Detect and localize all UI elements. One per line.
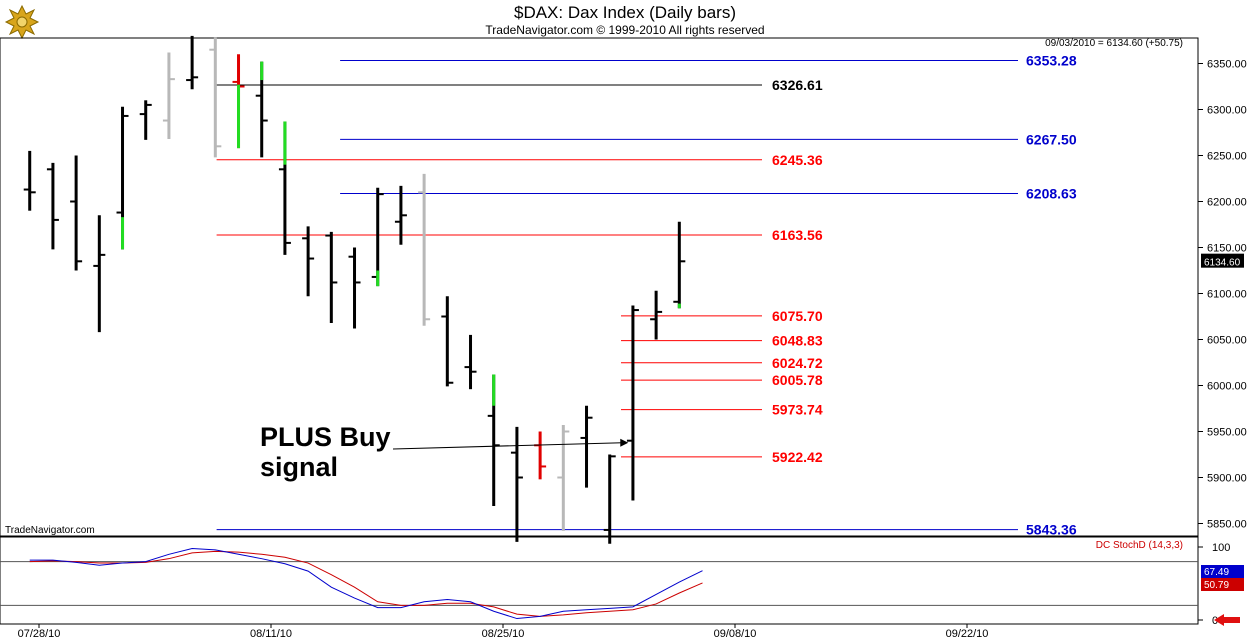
level-label: 6075.70: [772, 308, 823, 324]
stochastic-panel: 0 100 DC StochD (14,3,3) 67.49 50.79: [0, 540, 1244, 627]
annotation-line-1: PLUS Buy: [260, 422, 391, 452]
ohlc-bar: [441, 296, 454, 387]
ohlc-bar: [93, 215, 106, 333]
stoch-tick-label: 0: [1212, 615, 1218, 627]
level-label: 6245.36: [772, 152, 823, 168]
ohlc-bar: [46, 162, 59, 250]
ohlc-bar: [394, 185, 407, 245]
ohlc-bar: [186, 35, 199, 90]
price-y-axis: 5850.00 5900.00 5950.00 6000.00 6050.00 6100.…: [1198, 59, 1247, 531]
y-tick-label: 5850.00: [1207, 519, 1247, 531]
ohlc-bar: [232, 54, 245, 149]
stoch-d-value-tag: 50.79: [1201, 578, 1244, 591]
ohlc-bar: [487, 374, 500, 507]
y-tick-label: 6150.00: [1207, 243, 1247, 255]
stoch-name: DC StochD (14,3,3): [1096, 540, 1183, 551]
last-quote: 09/03/2010 = 6134.60 (+50.75): [1045, 38, 1183, 49]
current-price-tag: 6134.60: [1201, 253, 1244, 269]
level-label: 6048.83: [772, 333, 823, 349]
level-label: 6024.72: [772, 355, 823, 371]
ohlc-bar: [464, 334, 477, 390]
y-tick-label: 5900.00: [1207, 473, 1247, 485]
stoch-k-value-tag: 67.49: [1201, 565, 1244, 578]
x-tick-label: 07/28/10: [18, 628, 61, 640]
ohlc-bar: [626, 305, 639, 501]
stoch-k-line: [29, 547, 703, 620]
ohlc-bar: [650, 290, 663, 340]
annotation-arrow: [392, 442, 623, 450]
ohlc-bar: [371, 187, 384, 287]
y-tick-label: 6300.00: [1207, 105, 1247, 117]
y-tick-label: 6000.00: [1207, 381, 1247, 393]
watermark: TradeNavigator.com: [5, 525, 95, 536]
price-bars: [23, 35, 686, 544]
logo-icon: [4, 4, 40, 40]
x-tick-label: 09/22/10: [946, 628, 989, 640]
annotation-arrowhead: [620, 438, 629, 447]
stoch-d-value: 50.79: [1204, 580, 1229, 591]
ohlc-bar: [302, 226, 315, 297]
chart-subtitle: TradeNavigator.com © 1999-2010 All right…: [485, 23, 764, 37]
ohlc-bar: [418, 173, 431, 326]
level-label: 6163.56: [772, 227, 823, 243]
buy-signal-annotation: PLUS Buy signal: [260, 422, 629, 482]
ohlc-bar: [139, 100, 152, 140]
stoch-tick-label: 100: [1212, 542, 1230, 554]
level-label: 5922.42: [772, 449, 823, 465]
level-label: 5973.74: [772, 402, 823, 418]
y-tick-label: 6200.00: [1207, 197, 1247, 209]
ohlc-bar: [325, 231, 338, 323]
date-x-axis: 07/28/10 08/11/10 08/25/10 09/08/10 09/22/10: [18, 624, 989, 640]
stoch-panel-frame: [0, 536, 1199, 625]
y-tick-label: 6350.00: [1207, 59, 1247, 71]
x-tick-label: 09/08/10: [714, 628, 757, 640]
annotation-line-2: signal: [260, 452, 338, 482]
ohlc-bar: [23, 150, 36, 211]
ohlc-bar: [70, 155, 83, 271]
level-label: 6353.28: [1026, 52, 1077, 68]
price-panel-frame: [0, 37, 1199, 537]
ohlc-bar: [162, 52, 175, 139]
ohlc-bar: [255, 61, 268, 158]
y-tick-label: 6050.00: [1207, 335, 1247, 347]
x-tick-label: 08/11/10: [250, 628, 292, 640]
level-label: 6326.61: [772, 77, 823, 93]
stoch-k-value: 67.49: [1204, 567, 1229, 578]
ohlc-bar: [673, 221, 686, 309]
ohlc-bar: [278, 121, 291, 255]
current-price-label: 6134.60: [1204, 258, 1241, 269]
ohlc-bar: [580, 405, 593, 488]
level-label: 5843.36: [1026, 522, 1077, 538]
y-tick-label: 6250.00: [1207, 151, 1247, 163]
ohlc-bar: [348, 247, 361, 329]
ohlc-bar: [603, 454, 616, 544]
support-resistance-levels: 6353.28 6326.61 6267.50 6245.36 6208.63 6163.…: [216, 52, 1077, 538]
level-label: 6267.50: [1026, 131, 1077, 147]
stoch-d-line: [29, 550, 703, 617]
ohlc-bar: [209, 37, 222, 158]
ohlc-bar: [116, 106, 129, 250]
ohlc-bar: [557, 425, 570, 531]
y-tick-label: 6100.00: [1207, 289, 1247, 301]
level-label: 6208.63: [1026, 186, 1077, 202]
level-label: 6005.78: [772, 372, 823, 388]
x-tick-label: 08/25/10: [482, 628, 525, 640]
y-tick-label: 5950.00: [1207, 427, 1247, 439]
chart-title: $DAX: Dax Index (Daily bars): [514, 3, 736, 22]
scroll-left-arrow-icon[interactable]: [1214, 614, 1240, 626]
